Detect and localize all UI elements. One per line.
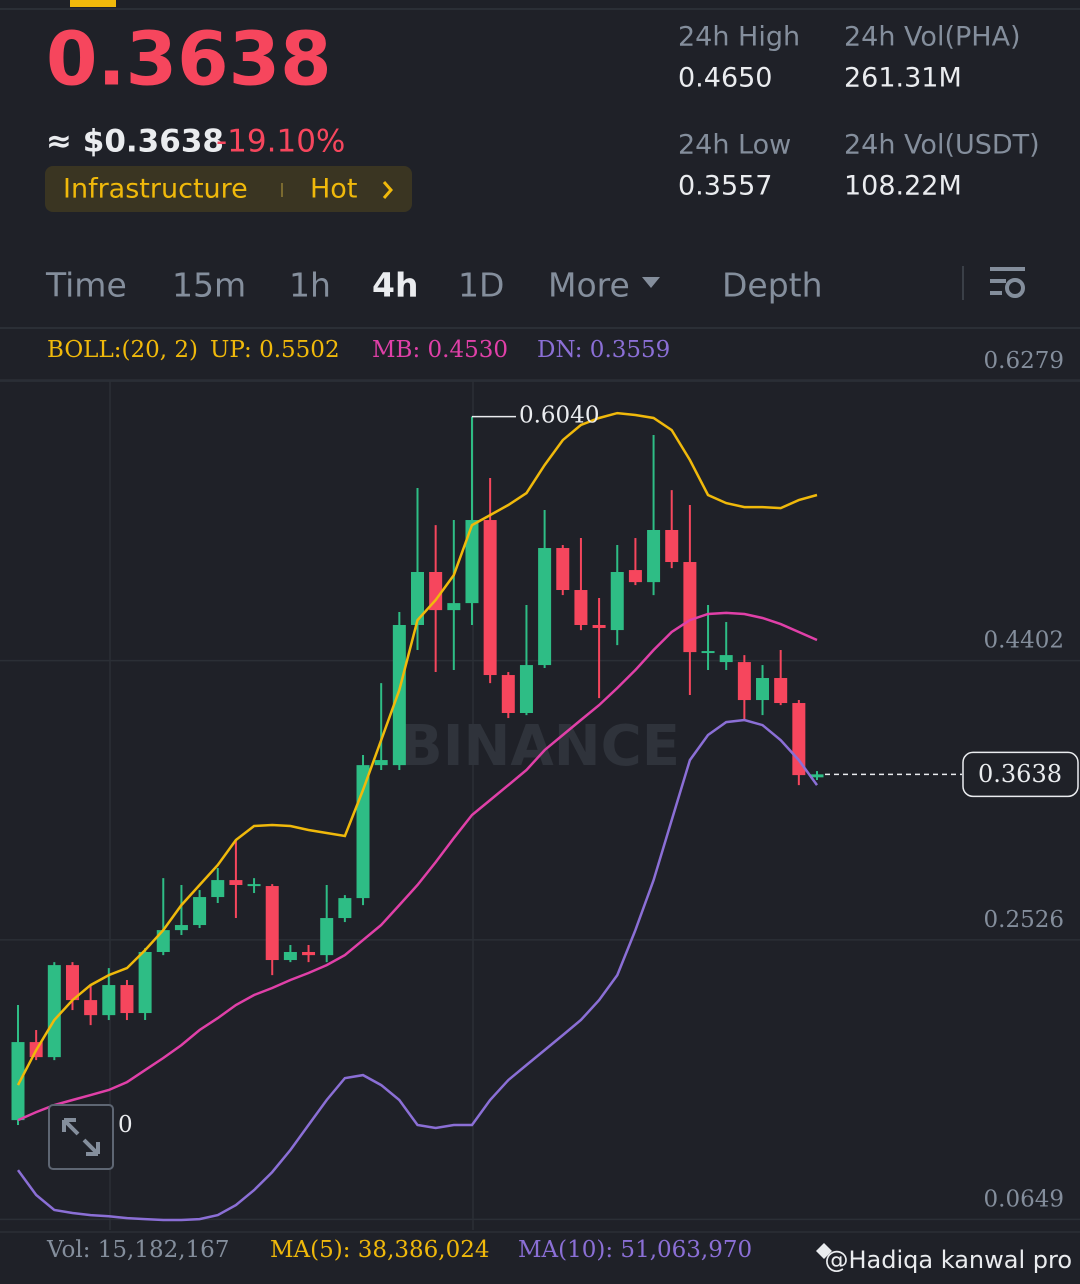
y-tick-label: 0.0649 [984, 1186, 1064, 1212]
icon-bar [990, 279, 1006, 283]
candle-body [774, 678, 788, 704]
boll-line [17, 611, 818, 1122]
boll-up: UP: 0.5502 [210, 337, 340, 363]
candle-body [556, 548, 570, 591]
stat-value: 108.22M [844, 171, 962, 202]
tab[interactable]: Depth [722, 266, 823, 305]
last-price-label: 0.3638 [978, 760, 1062, 788]
last-price-box [962, 751, 1079, 798]
candle-body [610, 571, 624, 631]
boll-line [16, 411, 818, 1086]
candle-body [229, 880, 243, 885]
low-marker: 0 [118, 1112, 133, 1138]
candle-body [574, 590, 588, 626]
candle-body [174, 925, 188, 931]
candle-body [374, 760, 388, 766]
candle-body [102, 985, 116, 1016]
candle-body [592, 625, 606, 628]
candle-body [211, 880, 225, 898]
price: 0.3638 [46, 17, 332, 103]
stat-value: 0.3557 [678, 171, 772, 202]
ma5-label: MA(5): 38,386,024 [270, 1237, 490, 1263]
candle-body [447, 603, 461, 611]
max-label: 0.6040 [519, 403, 599, 429]
tag[interactable]: Hot [310, 174, 357, 205]
candle-body [302, 951, 316, 956]
expand-button[interactable] [48, 1104, 114, 1170]
stat-value: 261.31M [844, 63, 962, 94]
candle-body [120, 985, 134, 1014]
tab[interactable]: More [548, 266, 630, 305]
candle-body [519, 665, 533, 714]
candle-body [483, 520, 497, 676]
candle-body [501, 675, 515, 714]
candle-body [247, 884, 261, 887]
candle-body [810, 774, 824, 778]
stat-label: 24h Low [678, 130, 791, 161]
y-tick-label: 0.4402 [984, 628, 1064, 654]
stat-label: 24h High [678, 22, 800, 53]
stat-value: 0.4650 [678, 63, 772, 94]
candle-body [647, 530, 661, 583]
candle-body [429, 571, 443, 611]
candle-body [665, 530, 679, 563]
candle-body [65, 965, 79, 1001]
approx-price: ≈ $0.3638 [46, 124, 224, 160]
icon-bar [990, 291, 1002, 295]
candle-body [737, 662, 751, 701]
icon-gear [1005, 278, 1025, 298]
candle-body [392, 625, 406, 766]
watermark: BINANCE [400, 714, 680, 779]
candle-body [193, 897, 207, 926]
settings-icon[interactable] [990, 267, 1025, 298]
candle-body [265, 886, 279, 961]
tag[interactable]: Infrastructure [63, 174, 248, 205]
y-tick-label: 0.6279 [984, 348, 1064, 374]
candle-body [138, 951, 152, 1014]
candle-body [338, 898, 352, 919]
stat-label: 24h Vol(PHA) [844, 22, 1021, 53]
candle-body [156, 930, 170, 952]
y-tick-label: 0.2526 [984, 907, 1064, 933]
candle-body [538, 548, 552, 666]
icon-bar [990, 267, 1025, 271]
tab[interactable]: Time [45, 266, 127, 305]
boll-label: BOLL:(20, 2) [47, 337, 198, 363]
credit: @Hadiqa kanwal pro [824, 1246, 1072, 1274]
candle-body [11, 1042, 25, 1121]
boll-line [16, 718, 819, 1222]
candle-body [47, 965, 61, 1058]
credit-icon [816, 1243, 832, 1259]
candle-body [84, 1000, 98, 1016]
candle-body [320, 918, 334, 956]
tab[interactable]: 1D [458, 266, 504, 305]
stat-label: 24h Vol(USDT) [844, 130, 1040, 161]
tab[interactable]: 15m [172, 266, 246, 305]
candle-body [465, 520, 479, 604]
chevron [382, 181, 393, 199]
ma10-label: MA(10): 51,063,970 [518, 1237, 752, 1263]
candle-body [701, 651, 715, 654]
dropdown-arrow [642, 277, 660, 288]
change: -19.10% [216, 124, 345, 160]
tag-box[interactable] [45, 166, 412, 212]
plot: 0.6279 0.4402 0.2526 0.0649 0.6040 0.3638 [0, 348, 1080, 1222]
indicator-bar [70, 0, 116, 7]
boll-mb: MB: 0.4530 [372, 337, 508, 363]
tab-active[interactable]: 4h [372, 266, 418, 305]
candle-body [411, 571, 424, 626]
candle-body [756, 678, 770, 701]
boll-dn: DN: 0.3559 [537, 337, 670, 363]
tab[interactable]: 1h [289, 266, 331, 305]
candle-body [719, 655, 733, 663]
candle-body [683, 562, 697, 653]
vol-label: Vol: 15,182,167 [46, 1237, 229, 1263]
candle-body [628, 570, 642, 583]
candle-body [356, 765, 370, 899]
expand-icon [62, 1118, 100, 1156]
candle-body [283, 951, 297, 961]
